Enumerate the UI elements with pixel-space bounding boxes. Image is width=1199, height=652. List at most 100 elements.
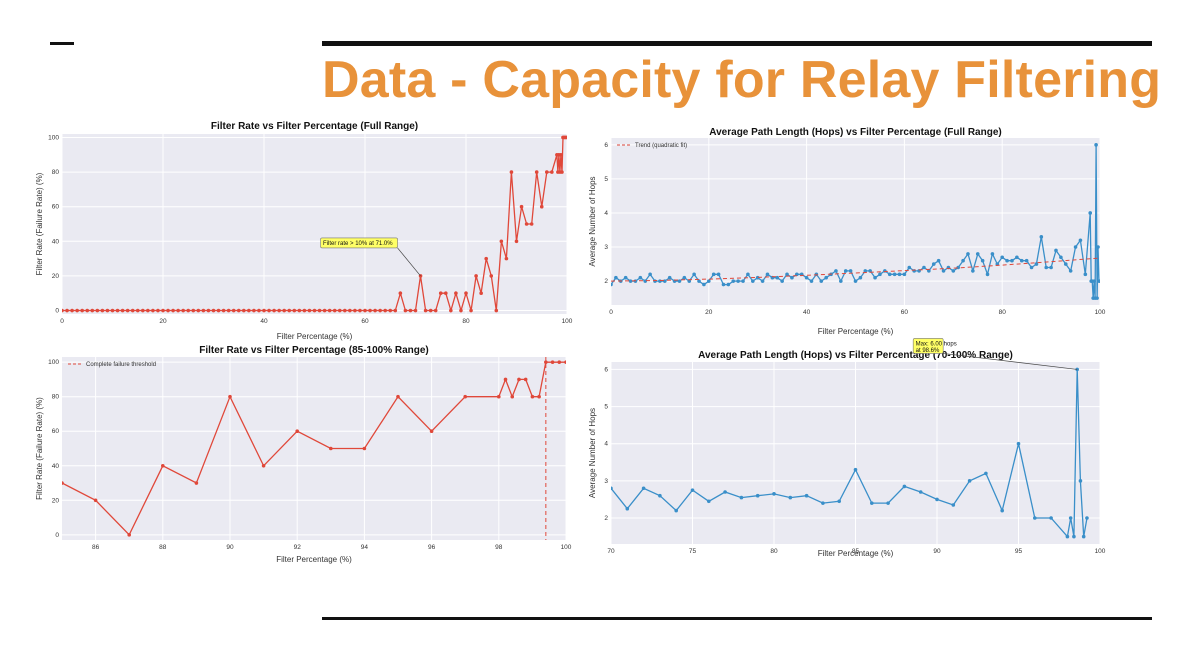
chart-path-length-full: 0 20 40 60 80 100 2 3 4 5 6 Average Path Length (Ho…: [582, 124, 1122, 339]
data-point: [267, 308, 271, 313]
x-tick-label: 0: [609, 309, 613, 316]
data-point: [1016, 441, 1021, 446]
data-point: [388, 308, 393, 313]
data-point: [534, 170, 539, 174]
data-point: [550, 360, 555, 364]
annotation-box: [912, 338, 944, 354]
data-point: [1000, 255, 1004, 260]
x-tick-label: 100: [561, 544, 572, 551]
data-point: [687, 279, 692, 283]
data-point: [667, 275, 672, 280]
data-point: [641, 486, 646, 491]
data-point: [1049, 516, 1053, 520]
x-tick-label: 96: [428, 544, 436, 551]
data-point: [726, 282, 731, 287]
data-point: [788, 495, 793, 500]
x-tick-label: 85: [852, 548, 860, 555]
data-point: [85, 308, 90, 313]
data-point: [821, 501, 825, 505]
data-point: [967, 479, 972, 483]
data-point: [985, 272, 990, 277]
data-point: [1068, 269, 1073, 273]
data-point: [186, 308, 191, 313]
data-point: [105, 308, 110, 313]
data-point: [1095, 296, 1099, 300]
data-point: [870, 501, 874, 505]
data-point: [479, 291, 483, 296]
data-point: [302, 308, 307, 313]
data-point: [428, 308, 433, 313]
x-tick-label: 100: [1095, 548, 1106, 555]
data-point: [980, 258, 985, 263]
data-point: [927, 269, 931, 273]
data-point: [216, 308, 221, 313]
data-point: [765, 272, 770, 277]
data-point: [429, 429, 434, 434]
data-point: [824, 275, 828, 280]
data-point: [529, 222, 534, 226]
data-point: [809, 279, 814, 283]
data-point: [261, 463, 266, 468]
data-point: [348, 308, 352, 313]
data-point: [1005, 258, 1009, 263]
series-group: [62, 135, 567, 313]
y-tick-label: 6: [604, 142, 608, 149]
data-point: [70, 308, 74, 313]
chart-path-length-70-100: 70 75 80 85 90 95 100 2 3 4 5 6 Average Path Length …: [582, 338, 1122, 561]
data-point: [941, 269, 946, 273]
data-point: [277, 308, 281, 313]
data-point: [292, 308, 297, 313]
data-point: [463, 394, 468, 399]
y-tick-label: 3: [604, 478, 608, 485]
data-point: [433, 308, 438, 313]
data-point: [625, 506, 630, 511]
x-tick-label: 60: [361, 318, 369, 325]
x-tick-label: 80: [999, 309, 1007, 316]
chart-title: Filter Rate vs Filter Percentage (85-100…: [199, 345, 429, 356]
data-point: [120, 308, 125, 313]
slide-title: Data - Capacity for Relay Filtering: [322, 51, 1162, 109]
x-tick-label: 88: [159, 544, 167, 551]
data-point: [307, 308, 312, 313]
data-point: [393, 308, 398, 313]
data-point: [887, 272, 892, 277]
chart-filter-rate-full: 0 20 40 60 80 100 0 20 40 60 80 100 Filter Rate vs F…: [28, 118, 578, 343]
data-point: [614, 275, 618, 280]
chart-title: Average Path Length (Hops) vs Filter Per…: [709, 127, 1001, 138]
data-point: [1072, 534, 1076, 539]
data-point: [497, 394, 501, 399]
data-point: [648, 272, 652, 277]
data-point: [723, 490, 727, 494]
y-axis-label: Filter Rate (Failure Rate) (%): [35, 172, 44, 275]
data-point: [236, 308, 241, 313]
data-point: [623, 275, 628, 280]
y-axis-label: Average Number of Hops: [588, 176, 597, 266]
data-point: [1073, 245, 1078, 249]
data-point: [755, 493, 760, 498]
data-point: [834, 269, 838, 273]
data-point: [1015, 255, 1019, 260]
data-point: [494, 308, 499, 313]
x-tick-label: 20: [705, 309, 713, 316]
data-point: [897, 272, 902, 277]
data-point: [707, 279, 711, 283]
x-tick-label: 80: [462, 318, 470, 325]
data-point: [653, 279, 657, 283]
data-point: [1065, 534, 1070, 539]
data-point: [343, 308, 347, 313]
data-point: [1092, 279, 1096, 283]
data-point: [519, 204, 524, 209]
data-point: [62, 308, 64, 313]
data-point: [100, 308, 105, 313]
data-point: [464, 291, 468, 296]
data-point: [1094, 143, 1098, 147]
data-point: [853, 279, 858, 283]
data-point: [975, 252, 980, 256]
data-point: [853, 467, 858, 472]
data-point: [907, 265, 912, 270]
data-point: [638, 275, 643, 280]
data-point: [1029, 265, 1034, 270]
data-point: [295, 429, 300, 434]
data-point: [454, 291, 458, 296]
data-point: [674, 508, 678, 513]
